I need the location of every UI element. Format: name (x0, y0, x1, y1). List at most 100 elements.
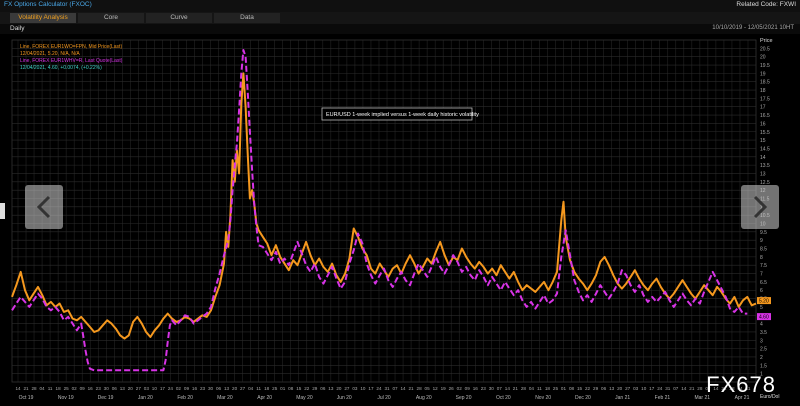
historic-vol-line (11, 49, 748, 372)
chart-grid (11, 39, 757, 383)
x-day-tick: 15 (296, 386, 302, 391)
x-day-tick: 17 (368, 386, 374, 391)
y-tick-label: 16 (760, 121, 766, 127)
x-day-tick: 16 (473, 386, 479, 391)
x-day-tick: 20 (617, 386, 623, 391)
tab-volatility-analysis[interactable]: Volatility Analysis (10, 13, 76, 23)
y-tick-label: 15.5 (760, 130, 770, 136)
y-tick-label: 9 (760, 238, 763, 244)
x-month-label: Apr 21 (735, 395, 750, 401)
chevron-left-icon (36, 195, 51, 219)
x-month-label: Aug 20 (416, 395, 432, 401)
x-day-tick: 30 (489, 386, 495, 391)
y-tick-label: 20.5 (760, 46, 770, 52)
x-day-tick: 23 (200, 386, 206, 391)
last-value-labels: 5.20 4.60 (757, 297, 771, 321)
y-tick-label: 5 (760, 305, 763, 311)
x-month-label: Jul 20 (377, 395, 391, 401)
x-day-tick: 23 (481, 386, 487, 391)
tab-core[interactable]: Core (78, 13, 144, 23)
x-day-tick: 09 (80, 386, 86, 391)
x-day-tick: 04 (40, 386, 46, 391)
x-month-label: Oct 19 (19, 395, 34, 401)
x-month-label: Sep 20 (456, 395, 472, 401)
x-day-tick: 02 (457, 386, 463, 391)
x-day-tick: 21 (721, 386, 727, 391)
x-day-tick: 13 (224, 386, 230, 391)
x-month-label: Nov 19 (58, 395, 74, 401)
x-day-tick: 04 (248, 386, 254, 391)
x-day-tick: 03 (144, 386, 150, 391)
x-day-tick: 14 (400, 386, 406, 391)
x-day-tick: 15 (577, 386, 583, 391)
x-day-tick: 26 (449, 386, 455, 391)
chart-annotation: EUR/USD 1-week implied versus 1-week dai… (321, 107, 479, 121)
x-day-tick: 16 (192, 386, 198, 391)
volatility-chart: 11.522.533.544.555.566.577.588.599.51010… (11, 38, 779, 401)
x-day-tick: 01 (561, 386, 567, 391)
x-day-tick: 01 (280, 386, 286, 391)
annotation-text: EUR/USD 1-week implied versus 1-week dai… (326, 112, 479, 118)
legend-entry: Line, FOREX EUR1WHV=R, Last Quote(Last) (20, 58, 123, 64)
x-day-tick: 03 (352, 386, 358, 391)
x-day-tick: 03 (633, 386, 639, 391)
y-tick-label: 17.5 (760, 96, 770, 102)
chart-series (11, 49, 757, 372)
x-day-tick: 24 (376, 386, 382, 391)
previous-button[interactable] (25, 185, 63, 229)
x-day-tick: 20 (336, 386, 342, 391)
x-day-tick: 23 (96, 386, 102, 391)
y-tick-label: 15 (760, 138, 766, 144)
x-day-tick: 05 (425, 386, 431, 391)
x-day-tick: 27 (240, 386, 246, 391)
x-day-tick: 28 (417, 386, 423, 391)
y-tick-label: 13 (760, 171, 766, 177)
panel-resize-handle[interactable] (0, 203, 5, 219)
x-month-label: Mar 21 (694, 395, 710, 401)
x-day-tick: 28 (521, 386, 527, 391)
last-value-box (757, 297, 771, 305)
last-value-label: 5.20 (759, 299, 769, 305)
y-tick-label: 6.5 (760, 280, 767, 286)
x-day-tick: 10 (641, 386, 647, 391)
y-tick-label: 19.5 (760, 63, 770, 69)
x-day-tick: 18 (56, 386, 62, 391)
x-day-tick: 02 (72, 386, 78, 391)
x-day-tick: 25 (553, 386, 559, 391)
x-day-tick: 12 (433, 386, 439, 391)
app-title: FX Options Calculator (FXOC) (4, 1, 92, 8)
x-day-tick: 11 (256, 386, 261, 391)
x-day-tick: 09 (184, 386, 190, 391)
x-day-tick: 21 (513, 386, 519, 391)
x-day-tick: 06 (601, 386, 607, 391)
x-day-tick: 07 (705, 386, 711, 391)
y-tick-label: 20 (760, 55, 766, 61)
x-day-tick: 17 (649, 386, 655, 391)
related-code: Related Code: FXWI (736, 1, 796, 8)
legend-entry: Line, FOREX EUR1WO=FPN, Mid Price(Last) (20, 44, 122, 50)
x-day-tick: 13 (120, 386, 126, 391)
x-day-tick: 24 (657, 386, 663, 391)
x-day-tick: 08 (288, 386, 294, 391)
title-bar: FX Options Calculator (FXOC) Related Cod… (0, 0, 800, 12)
frequency-label: Daily (10, 25, 25, 32)
tab-data[interactable]: Data (214, 13, 280, 23)
next-button[interactable] (741, 185, 779, 229)
x-day-tick: 31 (384, 386, 390, 391)
y-tick-label: 9.5 (760, 230, 767, 236)
x-day-tick: 11 (746, 386, 751, 391)
y-tick-label: 8.5 (760, 247, 767, 253)
x-day-tick: 04 (529, 386, 535, 391)
x-day-tick: 22 (585, 386, 591, 391)
x-day-tick: 07 (673, 386, 679, 391)
x-axis-ticks: 14 21 28 04 11 18 25 02 09 16 23 30 06 13 20 27 03 10 17 24… (15, 386, 750, 401)
plot-area (11, 39, 757, 383)
x-day-tick: 22 (304, 386, 310, 391)
y-tick-label: 14.5 (760, 146, 770, 152)
x-day-tick: 27 (625, 386, 631, 391)
y-tick-label: 3 (760, 338, 763, 344)
x-day-tick: 13 (328, 386, 334, 391)
tab-curve[interactable]: Curve (146, 13, 212, 23)
x-day-tick: 14 (713, 386, 719, 391)
y-tick-label: 19 (760, 71, 766, 77)
